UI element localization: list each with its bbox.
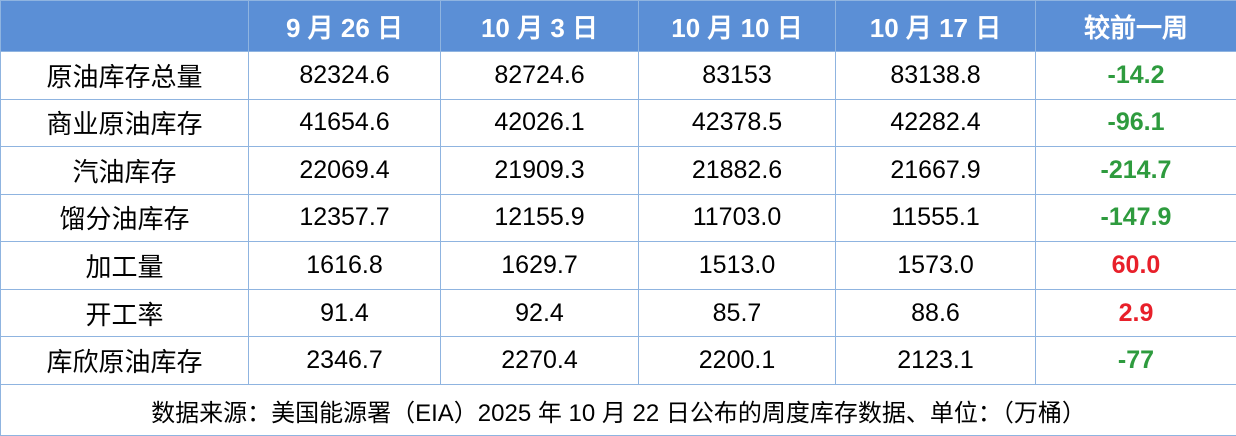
cell: 83153 — [638, 51, 836, 100]
weekly-change: -96.1 — [1035, 98, 1236, 148]
weekly-change: -214.7 — [1035, 146, 1236, 195]
weekly-change: -147.9 — [1035, 193, 1236, 243]
cell: 42378.5 — [638, 98, 836, 148]
row-label: 开工率 — [0, 288, 249, 338]
cell: 92.4 — [440, 288, 639, 338]
data-row: 原油库存总量 82324.6 82724.6 83153 83138.8 -14.2 — [0, 51, 1236, 100]
cell: 83138.8 — [835, 51, 1036, 100]
source-note: 数据来源：美国能源署（EIA）2025 年 10 月 22 日公布的周度库存数据… — [0, 384, 1236, 436]
column-header: 10 月 3 日 — [440, 0, 639, 52]
cell: 82324.6 — [248, 51, 441, 100]
weekly-change: 2.9 — [1035, 288, 1236, 338]
column-header: 10 月 10 日 — [638, 0, 836, 52]
cell: 22069.4 — [248, 146, 441, 195]
row-label: 汽油库存 — [0, 146, 249, 195]
cell: 2123.1 — [835, 336, 1036, 385]
cell: 91.4 — [248, 288, 441, 338]
column-header: 较前一周 — [1035, 0, 1236, 52]
cell: 42026.1 — [440, 98, 639, 148]
cell: 11703.0 — [638, 193, 836, 243]
cell: 2346.7 — [248, 336, 441, 385]
data-row: 开工率 91.4 92.4 85.7 88.6 2.9 — [0, 288, 1236, 338]
cell: 2200.1 — [638, 336, 836, 385]
row-label: 库欣原油库存 — [0, 336, 249, 385]
cell: 11555.1 — [835, 193, 1036, 243]
column-header: 9 月 26 日 — [248, 0, 441, 52]
column-header: 10 月 17 日 — [835, 0, 1036, 52]
cell: 21882.6 — [638, 146, 836, 195]
cell: 85.7 — [638, 288, 836, 338]
cell: 2270.4 — [440, 336, 639, 385]
header-corner — [0, 0, 249, 52]
cell: 1629.7 — [440, 241, 639, 290]
cell: 12155.9 — [440, 193, 639, 243]
cell: 82724.6 — [440, 51, 639, 100]
data-row: 加工量 1616.8 1629.7 1513.0 1573.0 60.0 — [0, 241, 1236, 290]
cell: 12357.7 — [248, 193, 441, 243]
header-row: 9 月 26 日 10 月 3 日 10 月 10 日 10 月 17 日较前一周 — [0, 0, 1236, 52]
cell: 21667.9 — [835, 146, 1036, 195]
table-body: 原油库存总量 82324.6 82724.6 83153 83138.8 -14.2 商业原… — [0, 51, 1236, 385]
row-label: 商业原油库存 — [0, 98, 249, 148]
footer-row: 数据来源：美国能源署（EIA）2025 年 10 月 22 日公布的周度库存数据… — [0, 384, 1236, 436]
weekly-change: -14.2 — [1035, 51, 1236, 100]
cell: 41654.6 — [248, 98, 441, 148]
row-label: 原油库存总量 — [0, 51, 249, 100]
data-row: 汽油库存 22069.4 21909.3 21882.6 21667.9 -214.7 — [0, 146, 1236, 195]
cell: 1513.0 — [638, 241, 836, 290]
weekly-change: -77 — [1035, 336, 1236, 385]
row-label: 馏分油库存 — [0, 193, 249, 243]
cell: 1573.0 — [835, 241, 1036, 290]
weekly-change: 60.0 — [1035, 241, 1236, 290]
cell: 1616.8 — [248, 241, 441, 290]
cell: 88.6 — [835, 288, 1036, 338]
cell: 42282.4 — [835, 98, 1036, 148]
data-row: 馏分油库存 12357.7 12155.9 11703.0 11555.1 -147.9 — [0, 193, 1236, 243]
data-row: 库欣原油库存 2346.7 2270.4 2200.1 2123.1 -77 — [0, 336, 1236, 385]
data-row: 商业原油库存 41654.6 42026.1 42378.5 42282.4 -96.1 — [0, 98, 1236, 148]
cell: 21909.3 — [440, 146, 639, 195]
row-label: 加工量 — [0, 241, 249, 290]
